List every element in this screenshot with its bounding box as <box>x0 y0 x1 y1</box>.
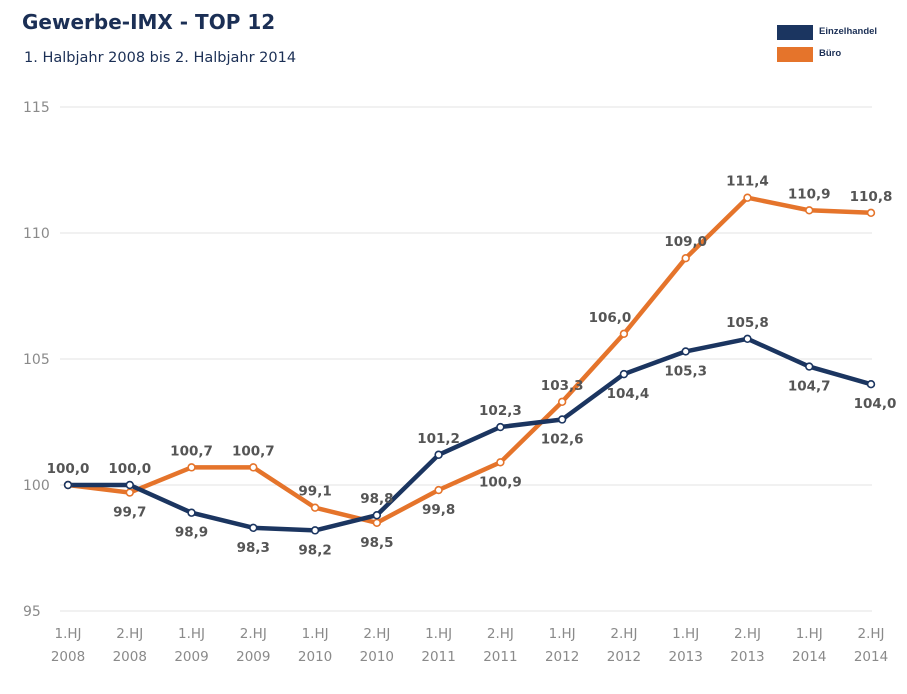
data-point-einzelhandel <box>310 526 320 535</box>
x-tick-label: 2.HJ <box>857 626 884 642</box>
data-label-einzelhandel: 98,2 <box>298 542 331 558</box>
data-label-einzelhandel: 98,9 <box>175 525 208 541</box>
chart-title: Gewerbe-IMX - TOP 12 <box>22 10 276 34</box>
x-tick-label: 2008 <box>113 649 147 665</box>
x-tick-label: 1.HJ <box>672 626 699 642</box>
x-tick-label: 2013 <box>669 649 703 665</box>
y-tick-label: 100 <box>23 478 50 494</box>
data-label-buero: 110,8 <box>850 189 893 205</box>
data-label-buero: 99,7 <box>113 505 146 521</box>
data-point-einzelhandel <box>496 422 505 432</box>
data-label-buero: 99,1 <box>298 484 331 500</box>
data-label-buero: 98,5 <box>360 535 393 551</box>
x-tick-label: 2.HJ <box>363 626 390 642</box>
y-tick-label: 105 <box>23 352 50 368</box>
legend-swatch-buero <box>777 47 813 62</box>
data-label-einzelhandel: 101,2 <box>417 431 460 447</box>
x-tick-label: 1.HJ <box>425 626 452 642</box>
y-tick-label: 95 <box>23 604 41 620</box>
x-tick-label: 2009 <box>236 649 270 665</box>
y-tick-label: 115 <box>23 100 50 116</box>
data-point-einzelhandel <box>63 480 73 490</box>
data-point-buero <box>249 463 258 472</box>
data-label-buero: 106,0 <box>589 310 632 326</box>
chart-subtitle: 1. Halbjahr 2008 bis 2. Halbjahr 2014 <box>24 50 297 66</box>
data-label-buero: 111,4 <box>726 174 769 190</box>
data-point-einzelhandel <box>125 480 134 490</box>
x-tick-label: 2.HJ <box>240 626 267 642</box>
x-tick-label: 2.HJ <box>734 626 761 642</box>
data-label-einzelhandel: 102,6 <box>541 431 584 447</box>
x-tick-label: 2009 <box>174 649 208 665</box>
data-point-einzelhandel <box>557 415 567 424</box>
x-tick-label: 2008 <box>51 649 85 665</box>
data-label-einzelhandel: 105,3 <box>664 363 707 379</box>
data-point-buero <box>372 518 382 527</box>
data-label-buero: 100,9 <box>479 474 522 490</box>
legend: Einzelhandel Büro <box>777 22 902 66</box>
x-tick-label: 2013 <box>730 649 764 665</box>
data-point-buero <box>434 485 443 495</box>
data-label-einzelhandel: 104,0 <box>854 396 897 412</box>
series-line-einzelhandel <box>65 336 874 533</box>
x-tick-label: 1.HJ <box>796 626 823 642</box>
data-point-buero <box>681 254 690 263</box>
data-point-einzelhandel <box>187 508 196 517</box>
data-point-buero <box>557 397 567 407</box>
legend-item-einzelhandel: Einzelhandel <box>777 22 902 44</box>
data-point-buero <box>310 503 320 512</box>
x-tick-label: 2014 <box>854 649 888 665</box>
legend-swatch-einzelhandel <box>777 25 813 40</box>
y-tick-label: 110 <box>23 226 50 242</box>
data-label-buero: 100,7 <box>232 443 275 459</box>
data-point-buero <box>743 193 752 202</box>
x-tick-label: 2011 <box>483 649 517 665</box>
data-point-buero <box>125 488 134 497</box>
data-label-einzelhandel: 104,7 <box>788 379 831 395</box>
x-tick-label: 2014 <box>792 649 826 665</box>
data-label-einzelhandel: 104,4 <box>607 386 650 402</box>
series-line-buero <box>65 195 874 526</box>
data-point-buero <box>866 208 876 218</box>
data-label-buero: 99,8 <box>422 502 455 518</box>
data-point-buero <box>805 206 814 215</box>
data-label-buero: 100,7 <box>170 443 213 459</box>
x-tick-label: 2011 <box>421 649 455 665</box>
data-point-einzelhandel <box>681 347 690 356</box>
data-label-buero: 103,3 <box>541 378 584 394</box>
data-point-buero <box>619 329 629 338</box>
x-tick-label: 1.HJ <box>54 626 81 642</box>
x-tick-label: 2010 <box>298 649 332 665</box>
data-point-einzelhandel <box>743 334 752 344</box>
data-label-buero: 109,0 <box>664 234 707 250</box>
x-tick-label: 1.HJ <box>178 626 205 642</box>
data-label-einzelhandel: 98,8 <box>360 491 393 507</box>
data-point-einzelhandel <box>619 369 629 379</box>
data-label-einzelhandel: 100,0 <box>108 461 151 477</box>
x-tick-label: 2.HJ <box>610 626 637 642</box>
data-point-einzelhandel <box>372 511 382 520</box>
data-label-einzelhandel: 105,8 <box>726 315 769 331</box>
x-tick-label: 1.HJ <box>302 626 329 642</box>
data-point-einzelhandel <box>866 380 876 389</box>
x-tick-label: 2012 <box>545 649 579 665</box>
data-point-buero <box>496 458 505 467</box>
x-tick-label: 1.HJ <box>549 626 576 642</box>
data-point-einzelhandel <box>249 523 258 533</box>
data-point-buero <box>187 463 196 472</box>
data-label-einzelhandel: 100,0 <box>47 461 90 477</box>
data-point-einzelhandel <box>434 450 443 459</box>
data-label-buero: 110,9 <box>788 186 831 202</box>
legend-label-einzelhandel: Einzelhandel <box>819 26 878 37</box>
legend-item-buero: Büro <box>777 44 902 66</box>
x-tick-label: 2010 <box>360 649 394 665</box>
x-tick-label: 2.HJ <box>116 626 143 642</box>
x-tick-label: 2.HJ <box>487 626 514 642</box>
x-tick-label: 2012 <box>607 649 641 665</box>
legend-label-buero: Büro <box>819 48 842 59</box>
data-label-einzelhandel: 98,3 <box>237 540 270 556</box>
data-point-einzelhandel <box>805 362 814 371</box>
data-label-einzelhandel: 102,3 <box>479 403 522 419</box>
